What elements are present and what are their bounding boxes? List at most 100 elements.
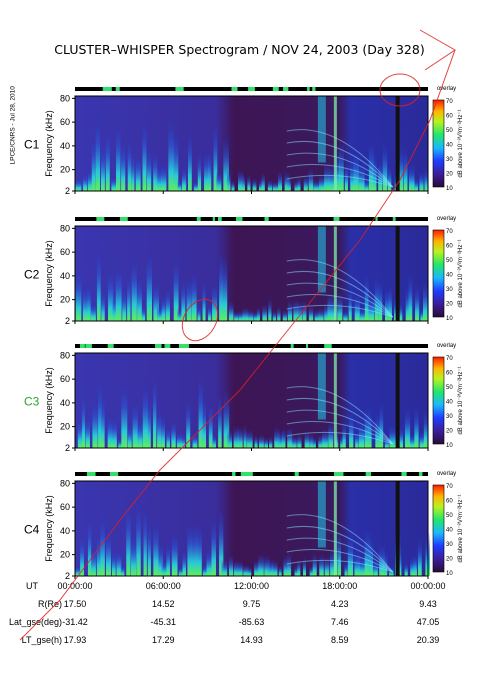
emission-streak (90, 301, 96, 321)
emission-streak (287, 426, 293, 448)
emission-streak (373, 560, 378, 576)
emission-streak (372, 152, 377, 191)
y-axis-label: Frequency (kHz) (44, 110, 54, 177)
status-segment (217, 217, 222, 221)
emission-streak (384, 437, 389, 448)
emission-streak (202, 393, 207, 448)
ephemeris-value: 17.93 (64, 635, 87, 645)
colorbar-tick-label: 50 (446, 258, 453, 264)
emission-streak (354, 551, 361, 576)
emission-streak (264, 437, 268, 448)
harmonic-curve (286, 525, 394, 573)
harmonic-curve (286, 304, 393, 318)
y-tick-label: 2 (65, 443, 70, 453)
emission-streak (342, 420, 346, 448)
emission-streak (348, 288, 352, 321)
emission-streak (237, 560, 243, 576)
emission-streak (112, 291, 118, 321)
colorbar-mode-label: overlay (437, 216, 456, 222)
emission-streak (330, 548, 336, 576)
emission-streak (382, 140, 388, 191)
emission-streak (420, 307, 424, 321)
emission-streak (186, 396, 191, 448)
emission-streak (80, 533, 84, 576)
emission-streak (156, 164, 162, 191)
emission-streak (111, 175, 118, 191)
emission-streak (327, 292, 333, 321)
emission-streak (410, 556, 417, 576)
x-tick-label: 12:00:00 (234, 581, 269, 591)
ephemeris-value: 9.43 (419, 599, 437, 609)
status-segment (419, 472, 423, 476)
emission-streak (246, 429, 253, 448)
emission-streak (233, 559, 238, 576)
ephemeris-row-label: LT_gse(h) (22, 635, 62, 645)
emission-streak (278, 170, 283, 191)
emission-streak (354, 293, 360, 321)
emission-streak (419, 430, 426, 448)
y-axis-label: Frequency (kHz) (44, 240, 54, 307)
emission-streak (223, 387, 230, 448)
colorbar (432, 484, 445, 573)
colorbar-tick-label: 20 (446, 172, 453, 178)
status-segment (306, 344, 309, 348)
status-segment (80, 344, 83, 348)
emission-streak (322, 428, 328, 448)
emission-streak (87, 512, 92, 576)
emission-streak (212, 280, 218, 321)
emission-streak (358, 162, 365, 191)
colorbar-tick-label: 50 (446, 513, 453, 519)
harmonic-curve (286, 294, 393, 318)
emission-streak (304, 430, 310, 448)
emission-streak (268, 298, 272, 321)
emission-streak (188, 128, 192, 191)
colorbar-tick-label: 30 (446, 542, 453, 548)
status-segment (290, 344, 294, 348)
emission-streak (308, 305, 314, 321)
emission-streak (192, 432, 198, 448)
harmonic-curve (286, 259, 394, 318)
emission-streak (218, 391, 222, 448)
emission-streak (274, 426, 280, 448)
emission-streak (228, 300, 234, 321)
colorbar-tick-label: 50 (446, 128, 453, 134)
x-tick-label: 00:00:00 (410, 581, 445, 591)
emission-streak (367, 534, 373, 576)
ephemeris-value: 9.75 (243, 599, 261, 609)
colorbar (432, 229, 445, 318)
y-tick-label: 40 (60, 271, 70, 281)
emission-streak (337, 292, 343, 321)
emission-streak (313, 179, 319, 191)
emission-streak (82, 284, 89, 321)
harmonic-curve (286, 421, 393, 445)
emission-streak (291, 435, 297, 448)
y-tick-label: 60 (60, 247, 70, 257)
emission-streak (297, 559, 301, 576)
colorbar-mode-label: overlay (437, 86, 456, 92)
status-segment (212, 217, 215, 221)
emission-streak (77, 416, 84, 448)
colorbar-tick-label: 60 (446, 244, 453, 250)
emission-streak (417, 537, 422, 576)
emission-streak (231, 180, 235, 191)
emission-streak (237, 169, 244, 191)
emission-streak (196, 521, 202, 576)
emission-streak (115, 260, 122, 321)
emission-streak (243, 564, 249, 576)
status-segment (334, 472, 344, 476)
harmonic-curve (286, 164, 393, 188)
emission-streak (355, 431, 359, 448)
emission-streak (219, 249, 223, 321)
harmonic-curve (286, 549, 393, 573)
emission-streak (379, 398, 384, 448)
emission-streak (422, 279, 429, 321)
emission-streak (364, 527, 371, 576)
emission-streak (153, 279, 160, 321)
ephemeris-value: -85.63 (239, 617, 265, 627)
emission-streak (414, 404, 419, 448)
emission-streak (389, 423, 395, 448)
status-segment (272, 87, 279, 91)
emission-streak (338, 139, 344, 191)
emission-streak (297, 177, 301, 191)
